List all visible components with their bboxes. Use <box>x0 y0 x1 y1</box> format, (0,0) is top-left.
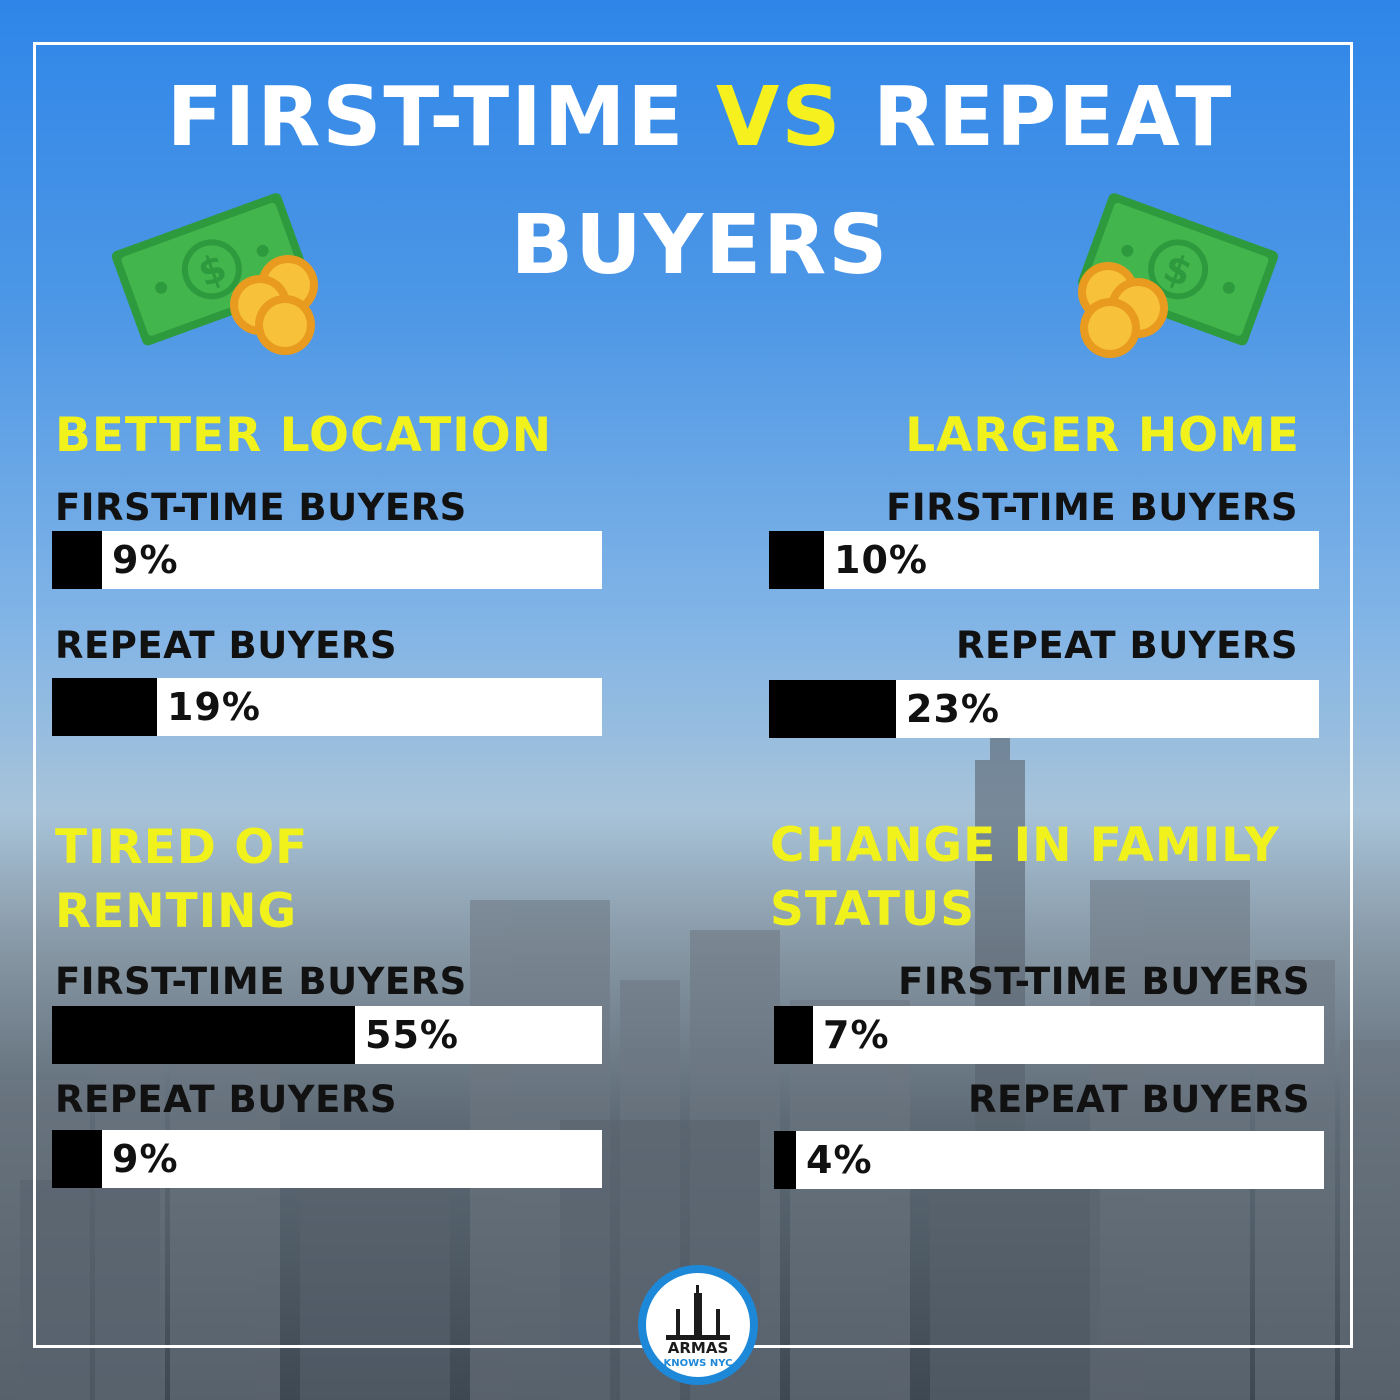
series-label: FIRST-TIME BUYERS <box>55 960 467 1003</box>
coins-icon <box>230 255 318 355</box>
title-repeat: REPEAT <box>873 70 1234 165</box>
bar-value-label: 7% <box>823 1013 890 1057</box>
bar-value-label: 19% <box>167 685 261 729</box>
coins-icon <box>1078 262 1168 358</box>
page-title: FIRST-TIME VS REPEAT <box>0 68 1400 168</box>
bar-fill <box>52 1006 355 1064</box>
money-bills-icon: $ <box>111 193 318 355</box>
bar-value-label: 23% <box>906 687 1000 731</box>
series-label: REPEAT BUYERS <box>956 624 1298 667</box>
bar-track: 9% <box>52 531 602 589</box>
bar-fill <box>774 1131 796 1189</box>
armas-knows-nyc-logo: ARMAS KNOWS NYC <box>638 1265 758 1385</box>
title-first-time: FIRST-TIME <box>166 70 686 165</box>
bar-fill <box>769 680 896 738</box>
series-label: REPEAT BUYERS <box>968 1078 1310 1121</box>
category-title: TIRED OF RENTING <box>55 820 309 939</box>
bar-fill <box>774 1006 813 1064</box>
bar-track: 55% <box>52 1006 602 1064</box>
bar-value-label: 10% <box>834 538 928 582</box>
bar-value-label: 9% <box>112 1137 179 1181</box>
page-title-line2: BUYERS <box>510 198 890 293</box>
bar-fill <box>769 531 824 589</box>
title-vs: VS <box>715 70 843 165</box>
series-label: REPEAT BUYERS <box>55 624 397 667</box>
bar-fill <box>52 1130 102 1188</box>
bar-track: 7% <box>774 1006 1324 1064</box>
logo-text-armas: ARMAS <box>668 1339 729 1357</box>
bar-track: 9% <box>52 1130 602 1188</box>
series-label: REPEAT BUYERS <box>55 1078 397 1121</box>
series-label: FIRST-TIME BUYERS <box>886 486 1298 529</box>
category-title: LARGER HOME <box>905 408 1300 463</box>
category-title: CHANGE IN FAMILY STATUS <box>770 818 1280 937</box>
money-bills-icon: $ <box>1078 193 1279 358</box>
bar-value-label: 4% <box>806 1138 873 1182</box>
series-label: FIRST-TIME BUYERS <box>55 486 467 529</box>
bar-fill <box>52 678 157 736</box>
bar-value-label: 9% <box>112 538 179 582</box>
series-label: FIRST-TIME BUYERS <box>898 960 1310 1003</box>
category-title: BETTER LOCATION <box>55 408 553 463</box>
bar-value-label: 55% <box>365 1013 459 1057</box>
bar-track: 23% <box>769 680 1319 738</box>
bar-fill <box>52 531 102 589</box>
bar-track: 10% <box>769 531 1319 589</box>
bar-track: 4% <box>774 1131 1324 1189</box>
logo-text-knows-nyc: KNOWS NYC <box>664 1358 733 1369</box>
bar-track: 19% <box>52 678 602 736</box>
